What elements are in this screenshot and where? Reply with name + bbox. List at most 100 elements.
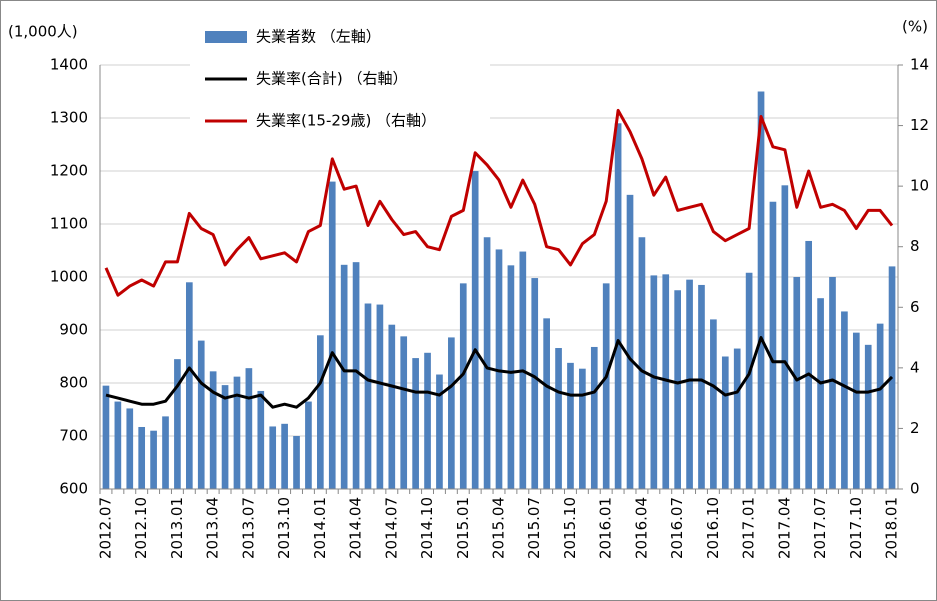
x-tick-label: 2016.10	[704, 497, 722, 559]
bar	[650, 275, 658, 489]
x-tick-label: 2013.07	[239, 497, 257, 559]
bar	[876, 323, 884, 489]
bar	[257, 390, 265, 489]
bar	[448, 337, 455, 489]
bar	[436, 374, 443, 489]
bar	[698, 284, 705, 489]
legend-label: 失業率(15-29歳) （右軸）	[256, 112, 436, 130]
x-tick-label: 2017.10	[847, 497, 865, 559]
bar	[459, 283, 467, 489]
bar	[721, 356, 729, 489]
bar	[674, 290, 681, 489]
bar	[233, 376, 241, 489]
bar	[150, 430, 157, 489]
bar	[852, 332, 860, 489]
x-tick-label: 2016.01	[597, 497, 615, 559]
y-tick-label: 900	[59, 321, 88, 339]
bar	[388, 324, 396, 489]
x-tick-label: 2013.01	[168, 497, 186, 559]
bar	[745, 272, 753, 489]
bar	[471, 171, 479, 489]
bar	[197, 340, 205, 489]
bar	[543, 318, 550, 489]
bar	[424, 352, 431, 489]
bar	[829, 277, 836, 489]
x-tick-label: 2015.01	[454, 497, 472, 559]
bar	[841, 311, 848, 489]
y-axis-label: (1,000人)	[8, 23, 78, 41]
legend-swatch	[205, 31, 247, 43]
bar	[769, 201, 777, 490]
x-tick-label: 2014.07	[382, 497, 400, 559]
bar	[757, 91, 765, 489]
bar	[567, 362, 574, 489]
bar	[662, 274, 670, 489]
bar	[686, 279, 693, 489]
y-tick-label: 1000	[50, 268, 88, 286]
y2-tick-label: 0	[910, 480, 920, 498]
line	[104, 108, 894, 297]
bar	[317, 335, 324, 489]
bar	[710, 319, 717, 489]
y2-axis-label: (%)	[902, 18, 928, 36]
y2-tick-label: 14	[910, 56, 929, 74]
y2-tick-label: 10	[910, 177, 929, 195]
bar	[781, 185, 789, 489]
bar	[281, 423, 288, 489]
bar	[733, 348, 741, 489]
x-tick-label: 2014.04	[347, 497, 365, 559]
bar	[495, 249, 503, 489]
x-tick-label: 2013.04	[204, 497, 222, 559]
bar	[221, 385, 229, 489]
bar	[245, 368, 253, 489]
bar	[126, 408, 134, 489]
bar	[352, 262, 360, 489]
bar	[185, 282, 193, 489]
legend-label: 失業者数 （左軸）	[256, 28, 381, 46]
x-tick-label: 2014.01	[311, 497, 329, 559]
x-tick-label: 2015.04	[490, 497, 508, 559]
bar	[793, 277, 801, 489]
y2-tick-label: 12	[910, 116, 929, 134]
bar	[602, 283, 610, 489]
y-tick-label: 800	[59, 374, 88, 392]
bar	[638, 237, 646, 489]
y-tick-label: 1200	[50, 162, 88, 180]
bar	[590, 346, 598, 489]
bar	[174, 359, 181, 489]
bar	[293, 436, 300, 489]
y-tick-label: 600	[59, 480, 88, 498]
x-tick-label: 2013.10	[275, 497, 293, 559]
bar	[817, 298, 824, 489]
y-tick-label: 1100	[50, 215, 88, 233]
bar	[531, 278, 539, 489]
bar	[376, 304, 384, 489]
bar	[483, 237, 491, 489]
x-tick-label: 2017.01	[740, 497, 758, 559]
bar	[102, 385, 110, 489]
x-tick-label: 2015.10	[561, 497, 579, 559]
bar	[579, 368, 586, 489]
line	[105, 336, 894, 409]
bar	[340, 264, 348, 489]
bar	[364, 303, 372, 489]
x-tick-label: 2014.10	[418, 497, 436, 559]
bar	[507, 265, 515, 489]
y-tick-label: 1300	[50, 109, 88, 127]
y2-tick-label: 2	[910, 419, 920, 437]
x-tick-label: 2017.07	[811, 497, 829, 559]
bar	[209, 371, 217, 489]
x-tick-label: 2015.07	[525, 497, 543, 559]
bar	[305, 401, 312, 489]
legend-label: 失業率(合計) （右軸）	[256, 70, 407, 88]
bar	[805, 240, 813, 489]
bar	[555, 348, 562, 489]
y-tick-label: 700	[59, 427, 88, 445]
bar	[864, 344, 872, 489]
y2-tick-label: 4	[910, 358, 920, 376]
x-tick-label: 2012.07	[96, 497, 114, 559]
y-tick-label: 1400	[50, 56, 88, 74]
x-tick-label: 2018.01	[883, 497, 901, 559]
